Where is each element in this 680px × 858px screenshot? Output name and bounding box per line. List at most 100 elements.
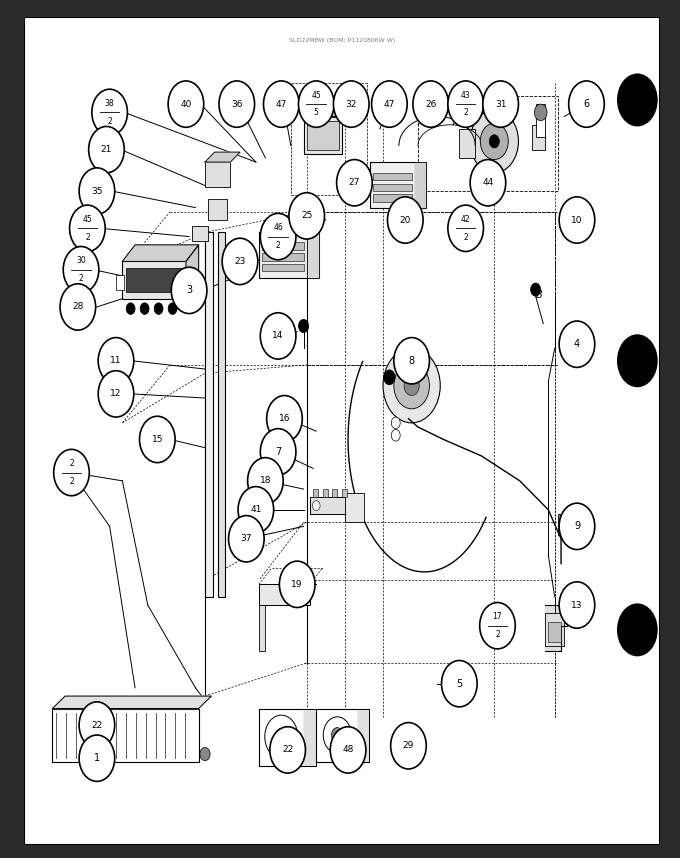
Bar xyxy=(310,498,345,514)
Circle shape xyxy=(534,104,547,121)
Circle shape xyxy=(260,429,296,475)
Polygon shape xyxy=(122,245,199,262)
Text: 2: 2 xyxy=(463,108,468,118)
Circle shape xyxy=(390,722,426,769)
Bar xyxy=(307,121,339,149)
Circle shape xyxy=(384,370,395,384)
Text: B: B xyxy=(535,289,542,299)
Polygon shape xyxy=(415,162,426,208)
Text: 11: 11 xyxy=(110,356,122,366)
Text: 26: 26 xyxy=(425,100,437,109)
Bar xyxy=(373,184,411,191)
Circle shape xyxy=(63,246,99,293)
Text: 6: 6 xyxy=(583,99,590,109)
Text: 38: 38 xyxy=(105,99,114,108)
Text: 13: 13 xyxy=(571,601,583,609)
Text: 28: 28 xyxy=(72,303,84,311)
Text: 14: 14 xyxy=(273,331,284,341)
Text: 46: 46 xyxy=(273,223,283,233)
Bar xyxy=(560,336,567,353)
Circle shape xyxy=(448,205,483,251)
Text: 3: 3 xyxy=(186,286,192,295)
Bar xyxy=(459,129,475,158)
Circle shape xyxy=(168,303,177,314)
Polygon shape xyxy=(186,245,199,299)
Bar xyxy=(342,489,347,498)
Circle shape xyxy=(88,126,124,172)
Polygon shape xyxy=(205,152,240,162)
Text: 40: 40 xyxy=(180,100,192,109)
Circle shape xyxy=(371,81,407,127)
Circle shape xyxy=(92,89,127,136)
Text: 42: 42 xyxy=(461,215,471,224)
Circle shape xyxy=(489,135,499,148)
Text: 1: 1 xyxy=(94,753,100,764)
Text: 2: 2 xyxy=(463,233,468,242)
Bar xyxy=(52,709,199,762)
Circle shape xyxy=(79,735,115,782)
Circle shape xyxy=(299,319,309,333)
Bar xyxy=(536,104,545,137)
Bar xyxy=(307,212,555,365)
Bar xyxy=(259,233,307,278)
Bar xyxy=(208,199,227,220)
Circle shape xyxy=(260,214,296,260)
Circle shape xyxy=(228,516,264,562)
Circle shape xyxy=(559,321,595,367)
Circle shape xyxy=(413,81,449,127)
Bar xyxy=(205,233,213,597)
Circle shape xyxy=(559,582,595,628)
Circle shape xyxy=(54,450,89,496)
Bar xyxy=(262,253,303,261)
Circle shape xyxy=(388,196,423,243)
Circle shape xyxy=(394,362,430,408)
Polygon shape xyxy=(545,605,567,650)
Bar xyxy=(205,162,231,187)
Circle shape xyxy=(98,371,134,417)
Text: 30: 30 xyxy=(76,257,86,265)
Text: 17: 17 xyxy=(492,613,503,621)
Circle shape xyxy=(391,417,401,429)
Circle shape xyxy=(60,284,96,330)
Circle shape xyxy=(79,168,115,214)
Circle shape xyxy=(483,81,518,127)
Circle shape xyxy=(289,193,324,239)
Circle shape xyxy=(238,486,273,533)
Text: 2: 2 xyxy=(69,459,74,468)
Circle shape xyxy=(448,81,483,127)
Text: 36: 36 xyxy=(231,100,243,109)
Circle shape xyxy=(263,81,299,127)
Circle shape xyxy=(79,702,115,748)
Text: 22: 22 xyxy=(91,721,103,729)
Bar xyxy=(259,709,303,766)
Bar xyxy=(192,226,208,241)
Text: 7: 7 xyxy=(275,447,282,456)
Circle shape xyxy=(267,396,303,442)
Bar xyxy=(262,242,303,250)
Circle shape xyxy=(222,239,258,285)
Text: 19: 19 xyxy=(292,580,303,589)
Text: 2: 2 xyxy=(69,477,74,486)
Text: 2: 2 xyxy=(107,117,112,125)
Circle shape xyxy=(530,283,541,296)
Circle shape xyxy=(139,416,175,462)
Bar xyxy=(218,233,225,597)
Bar xyxy=(303,117,342,154)
Text: 22: 22 xyxy=(282,746,293,754)
Circle shape xyxy=(219,81,254,127)
Text: 5: 5 xyxy=(314,108,319,118)
Text: 16: 16 xyxy=(279,414,290,423)
Text: 35: 35 xyxy=(91,186,103,196)
Circle shape xyxy=(559,196,595,243)
Circle shape xyxy=(270,727,305,773)
Bar xyxy=(316,709,358,762)
Circle shape xyxy=(470,160,506,206)
Circle shape xyxy=(568,81,605,127)
Circle shape xyxy=(480,124,508,160)
Circle shape xyxy=(299,81,334,127)
Polygon shape xyxy=(358,709,369,762)
Text: 41: 41 xyxy=(250,505,262,514)
Polygon shape xyxy=(303,709,316,766)
Text: 44: 44 xyxy=(482,178,494,187)
Text: 2: 2 xyxy=(276,241,280,250)
